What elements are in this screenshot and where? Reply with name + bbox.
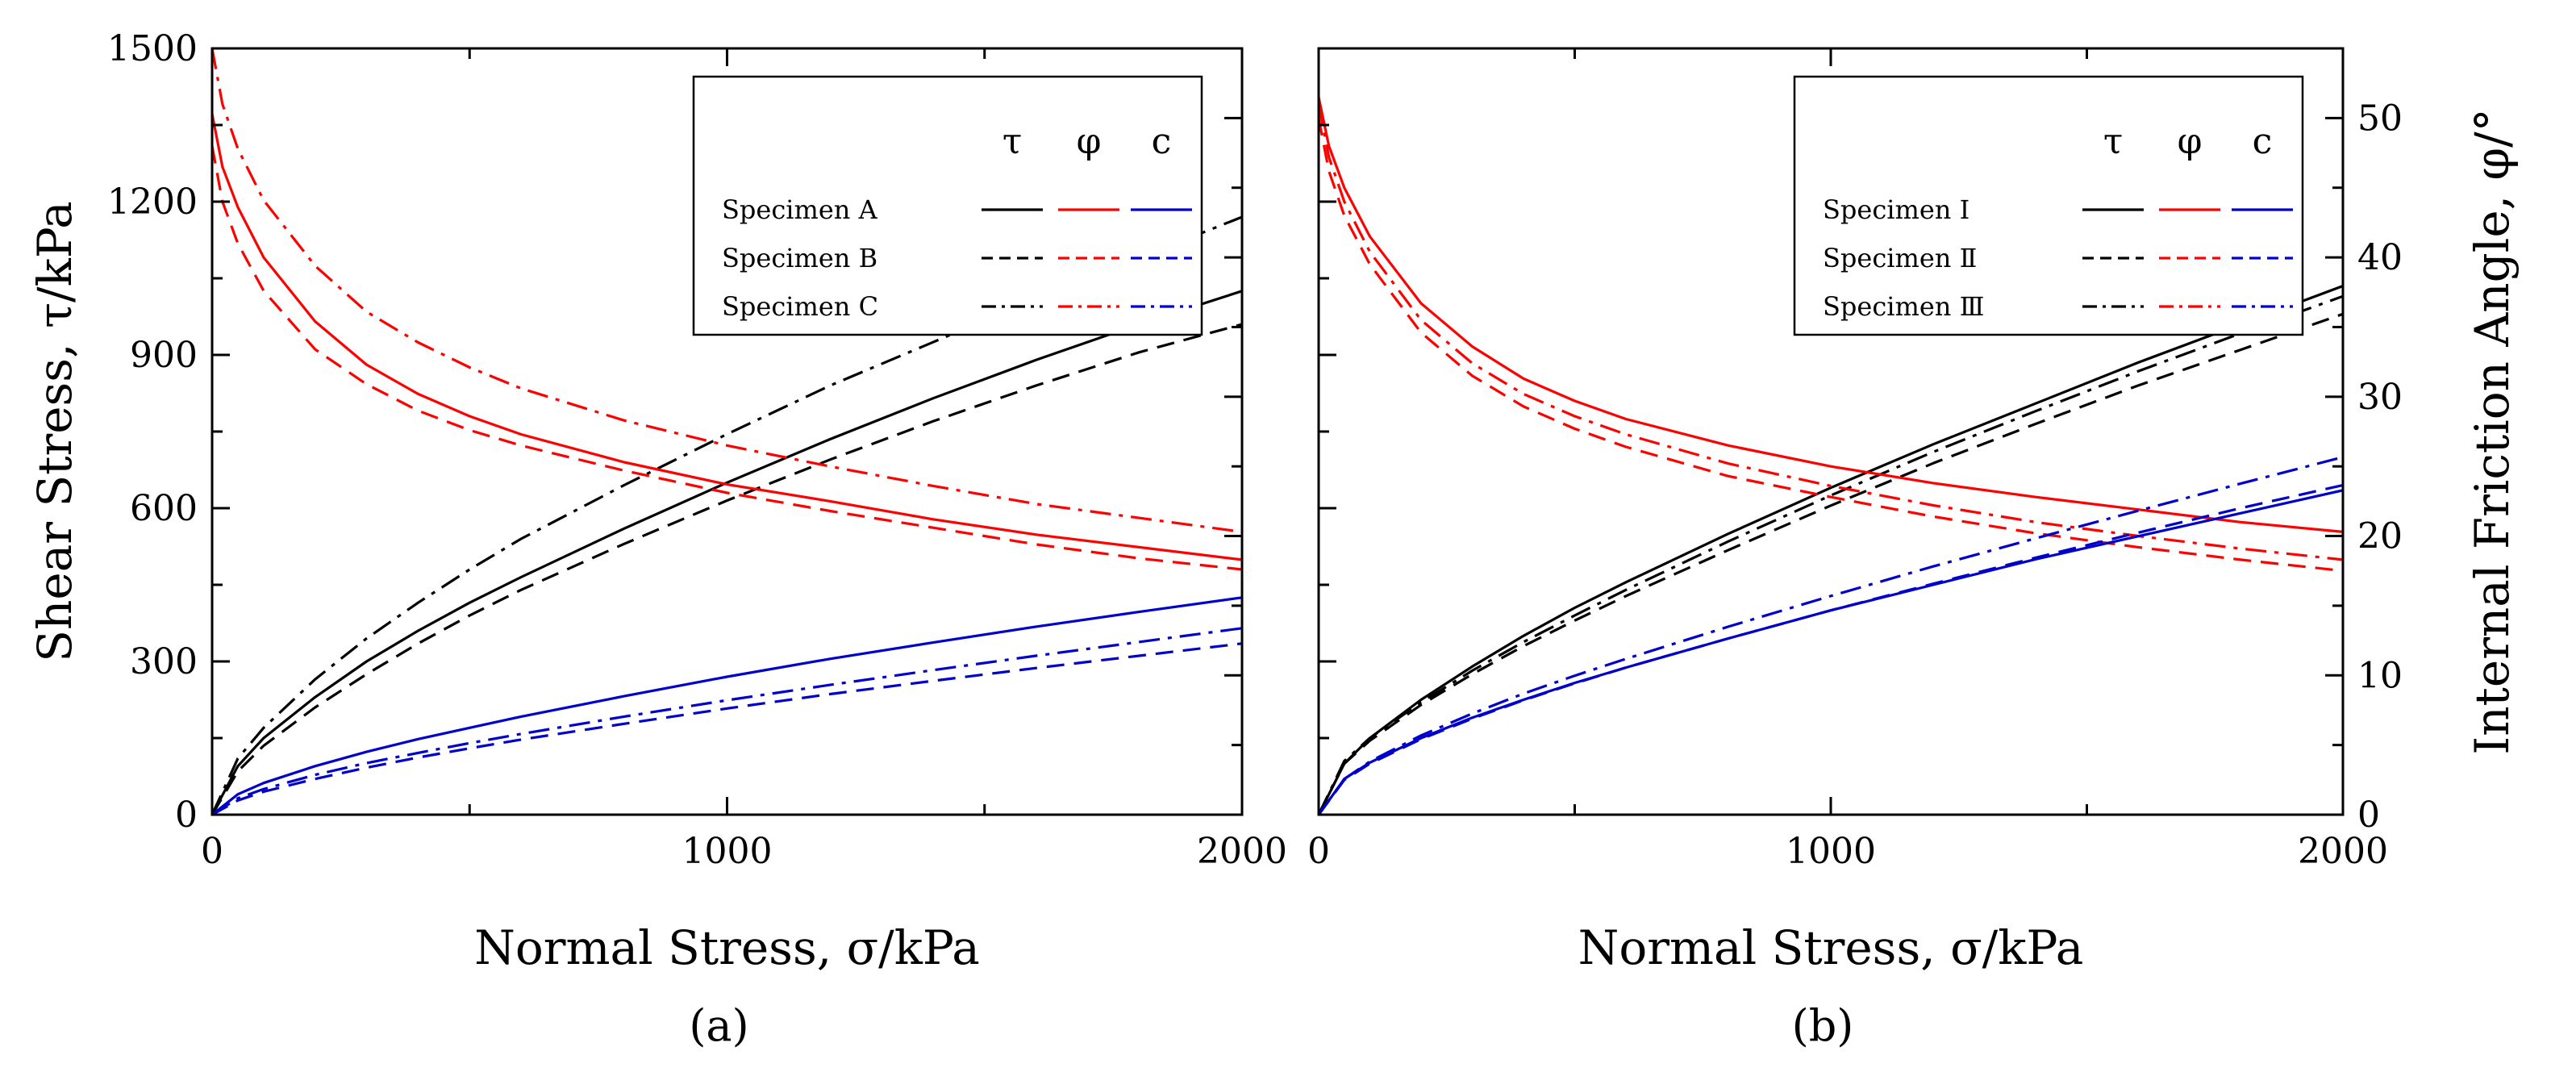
y-tick-label: 300 [130,641,198,682]
series-line-tau-2 [1319,312,2343,815]
series-line-c-1 [1319,489,2343,815]
y-axis-title: Shear Stress, τ/kPa [27,201,82,661]
x-tick-label: 0 [1307,831,1330,872]
series-line-phi-3 [1319,103,2343,561]
y-tick-label: 1200 [107,181,198,223]
y-right-tick-label: 10 [2357,655,2403,696]
series-line-phi-1 [1319,97,2343,533]
panel-label: (b) [1792,1000,1854,1051]
y-right-tick-label: 0 [2357,795,2380,836]
legend-entry-label: Specimen C [722,291,878,322]
legend-entry-label: Specimen Ⅱ [1823,243,1977,273]
series-line-phi-1 [212,113,1242,561]
legend-entry-label: Specimen Ⅲ [1823,291,1984,322]
series-line-phi-2 [1319,118,2343,573]
series-group [1319,97,2343,815]
x-axis-title: Normal Stress, σ/kPa [474,920,980,975]
x-tick-label: 1000 [1786,831,1876,872]
legend-header: φ [2178,121,2203,162]
legend-box [692,75,1203,336]
legend-entry-label: Specimen A [722,194,878,225]
series-line-phi-2 [212,145,1242,571]
y-right-axis-title: Internal Friction Angle, φ/° [2465,108,2520,754]
legend-box [1793,75,2304,336]
y-tick-label: 900 [130,335,198,376]
x-tick-label: 1000 [682,831,773,872]
panel-a: 0 1000 2000 0 300 600 900 1200 1500 Normal Stress… [27,28,1287,1051]
legend-entry-label: Specimen B [722,243,877,273]
series-line-c-3 [1319,456,2343,815]
y-tick-label: 1500 [107,28,198,69]
series-line-c-3 [212,627,1242,815]
legend-entry-label: Specimen Ⅰ [1823,194,1970,225]
x-tick-label: 0 [201,831,223,872]
y-right-tick-label: 20 [2357,516,2403,557]
series-line-tau-3 [1319,294,2343,815]
series-group [212,48,1242,815]
panel-label: (a) [689,1000,748,1051]
series-line-phi-3 [212,48,1242,533]
legend-header: c [1152,121,1172,162]
series-line-c-2 [1319,483,2343,815]
y-tick-label: 0 [175,795,198,836]
x-tick-label: 2000 [1197,831,1287,872]
y-right-tick-label: 40 [2357,237,2403,278]
legend: τ φ c Specimen Ⅰ Specimen Ⅱ Specimen Ⅲ [1793,75,2304,336]
legend: τ φ c Specimen A Specimen B Specimen C [692,75,1203,336]
legend-header: τ [1002,121,1022,162]
series-line-c-1 [212,596,1242,815]
x-axis-title: Normal Stress, σ/kPa [1578,920,2084,975]
legend-header: c [2253,121,2273,162]
series-line-tau-2 [212,323,1242,815]
y-right-tick-label: 50 [2357,98,2403,139]
x-tick-label: 2000 [2298,831,2388,872]
y-tick-label: 600 [130,488,198,529]
y-right-tick-label: 30 [2357,377,2403,418]
series-line-tau-1 [1319,285,2343,815]
legend-header: τ [2103,121,2123,162]
legend-header: φ [1077,121,1102,162]
series-line-c-2 [212,642,1242,815]
series-line-tau-1 [212,290,1242,815]
